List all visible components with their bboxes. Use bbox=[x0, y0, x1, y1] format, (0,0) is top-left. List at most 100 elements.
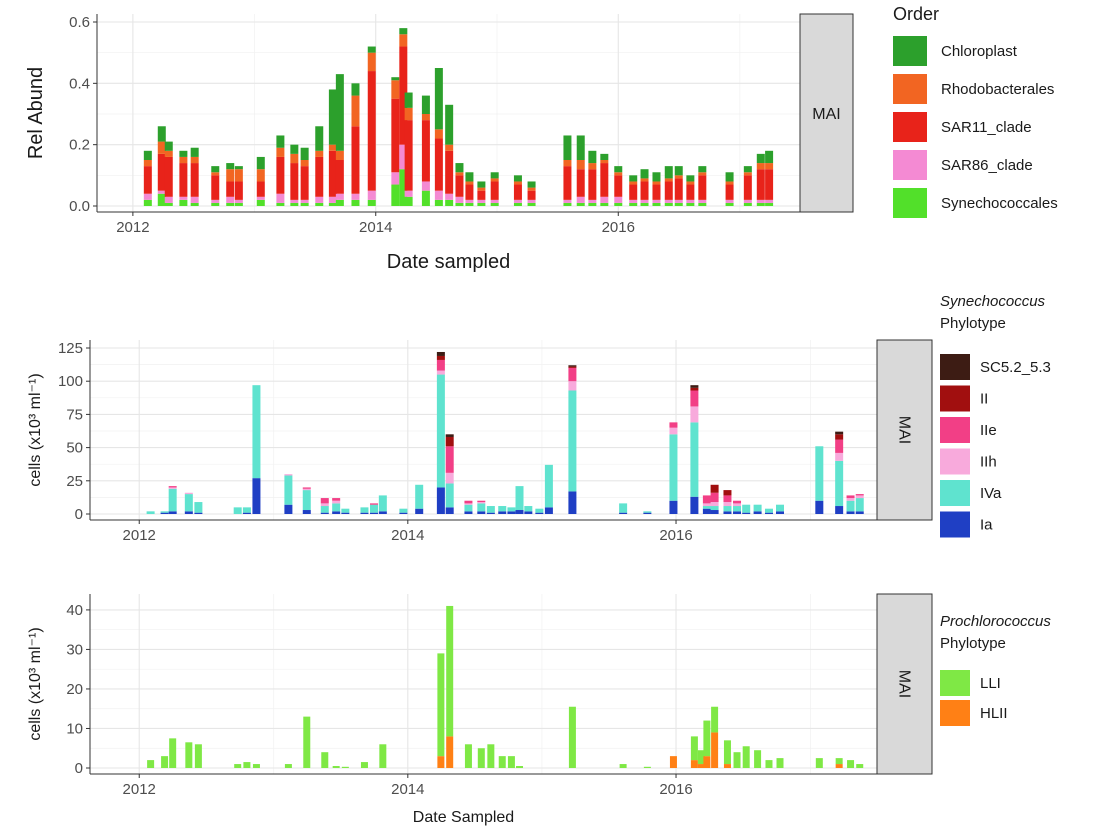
bar-segment-Chloroplast bbox=[290, 144, 299, 154]
bar-segment-Chloroplast bbox=[743, 166, 752, 173]
bar-segment-IVa bbox=[436, 374, 445, 488]
bar-segment-Rhodobacterales bbox=[157, 141, 166, 154]
bar-segment-Chloroplast bbox=[455, 163, 464, 173]
bar-segment-HLII bbox=[703, 756, 711, 768]
bar-segment-HLII bbox=[669, 756, 677, 768]
bar-segment-LLI bbox=[243, 762, 251, 768]
bar-segment-SAR11_clade bbox=[664, 181, 673, 200]
bar-segment-IVa bbox=[776, 504, 784, 512]
bar-segment-SAR86_clade bbox=[399, 144, 408, 170]
bar-segment-Synechococcales bbox=[367, 199, 376, 206]
legend-label: Chloroplast bbox=[941, 43, 1018, 60]
bar-segment-Synechococcales bbox=[391, 184, 400, 206]
bar-segment-Chloroplast bbox=[367, 46, 376, 53]
bar-segment-IIh bbox=[723, 502, 732, 507]
bar-segment-Rhodobacterales bbox=[445, 144, 454, 151]
bar-segment-LLI bbox=[477, 748, 485, 768]
bar-segment-LLI bbox=[332, 766, 340, 768]
bar-segment-SC5.2_5.3 bbox=[436, 351, 445, 356]
bar-segment-IIe bbox=[168, 486, 177, 488]
bar-segment-IIh bbox=[855, 495, 864, 499]
y-tick-label: 25 bbox=[66, 473, 83, 490]
bar-segment-SAR86_clade bbox=[367, 190, 376, 200]
bar-segment-SAR11_clade bbox=[652, 184, 661, 200]
bar-segment-SAR86_clade bbox=[335, 193, 344, 200]
bar-segment-Chloroplast bbox=[211, 166, 220, 173]
bar-segment-SAR86_clade bbox=[190, 196, 199, 203]
bar-segment-IIe bbox=[302, 487, 311, 489]
bar-segment-Chloroplast bbox=[421, 95, 430, 114]
bar-segment-IIh bbox=[464, 503, 473, 505]
bar-segment-Rhodobacterales bbox=[765, 163, 774, 170]
bar-segment-Synechococcales bbox=[563, 202, 572, 206]
bar-segment-IIh bbox=[669, 427, 678, 435]
bar-segment-Ia bbox=[160, 512, 169, 514]
bar-segment-SAR86_clade bbox=[143, 193, 152, 200]
bar-segment-LLI bbox=[321, 752, 329, 768]
bar-segment-Chloroplast bbox=[600, 153, 609, 160]
bar-segment-Ia bbox=[710, 510, 719, 514]
legend-title-italic: Synechococcus bbox=[940, 293, 1046, 310]
legend: Synechococcus Phylotype SC5.2_5.3 II IIe IIh I… bbox=[940, 293, 1051, 538]
bar-segment-Rhodobacterales bbox=[367, 52, 376, 72]
legend-key-IVa bbox=[940, 480, 970, 506]
bar-segment-SAR11_clade bbox=[477, 190, 486, 200]
bar-segment-Ia bbox=[515, 510, 524, 514]
bar-segment-Ia bbox=[242, 512, 251, 514]
bar-segment-Synechococcales bbox=[256, 199, 265, 206]
legend-key-IIe bbox=[940, 417, 970, 443]
bar-segment-IVa bbox=[370, 504, 379, 513]
bar-segment-Synechococcales bbox=[490, 202, 499, 206]
bar-segment-Ia bbox=[284, 504, 293, 514]
bar-segment-Chloroplast bbox=[190, 147, 199, 157]
facet-strip bbox=[876, 339, 933, 521]
bar-segment-SAR11_clade bbox=[513, 184, 522, 200]
panel-rel-abund: 0.0 0.2 0.4 0.6 2012 2014 2016 MAI Rel Abund Date… bbox=[25, 4, 1058, 273]
x-axis-title: Date sampled bbox=[387, 251, 510, 273]
legend-label: LLI bbox=[980, 675, 1001, 692]
legend-label: Ia bbox=[980, 517, 993, 534]
bar-segment-Chloroplast bbox=[527, 181, 536, 188]
bar-segment-SAR86_clade bbox=[315, 196, 324, 203]
bar-segment-IVa bbox=[242, 507, 251, 513]
bar-segment-Rhodobacterales bbox=[164, 150, 173, 157]
bar-segment-SAR11_clade bbox=[276, 156, 285, 194]
bar-segment-Ia bbox=[733, 511, 742, 514]
bar-segment-IIe bbox=[445, 446, 454, 473]
legend-title: Phylotype bbox=[940, 635, 1006, 652]
bar-segment-Synechococcales bbox=[300, 202, 309, 206]
bar-segment-Rhodobacterales bbox=[664, 178, 673, 182]
bar-segment-SAR86_clade bbox=[725, 199, 734, 203]
y-tick-label: 30 bbox=[66, 641, 83, 658]
legend-label: SAR11_clade bbox=[941, 119, 1032, 136]
bar-segment-Synechococcales bbox=[421, 190, 430, 206]
y-tick-label: 125 bbox=[58, 340, 83, 357]
bar-segment-SAR86_clade bbox=[576, 196, 585, 203]
bar-segment-IVa bbox=[399, 508, 408, 513]
bar-segment-IVa bbox=[252, 385, 261, 479]
bar-segment-LLI bbox=[711, 706, 719, 733]
bar-segment-Ia bbox=[445, 507, 454, 514]
legend-key-II bbox=[940, 385, 970, 412]
bar-segment-IVa bbox=[710, 506, 719, 511]
bar-segment-SAR86_clade bbox=[614, 196, 623, 203]
bar-segment-Ia bbox=[815, 500, 824, 514]
bar-segment-LLI bbox=[568, 706, 576, 768]
bar-segment-Chloroplast bbox=[226, 163, 235, 170]
bar-segment-SAR86_clade bbox=[513, 199, 522, 203]
bar-segment-SAR11_clade bbox=[399, 46, 408, 145]
bar-segment-Chloroplast bbox=[164, 141, 173, 151]
bar-segment-SAR86_clade bbox=[300, 199, 309, 203]
bar-segment-Rhodobacterales bbox=[143, 160, 152, 167]
bar-segment-IVa bbox=[643, 511, 652, 513]
bar-segment-LLI bbox=[742, 746, 750, 768]
bar-segment-IVa bbox=[753, 504, 762, 512]
bar-segment-IVa bbox=[332, 503, 341, 512]
bar-segment-Rhodobacterales bbox=[600, 160, 609, 164]
bar-segment-LLI bbox=[147, 760, 155, 768]
y-tick-label: 50 bbox=[66, 440, 83, 457]
bar-segment-SAR86_clade bbox=[629, 199, 638, 203]
bar-segment-Chloroplast bbox=[640, 169, 649, 179]
y-tick-label: 0 bbox=[75, 760, 83, 777]
